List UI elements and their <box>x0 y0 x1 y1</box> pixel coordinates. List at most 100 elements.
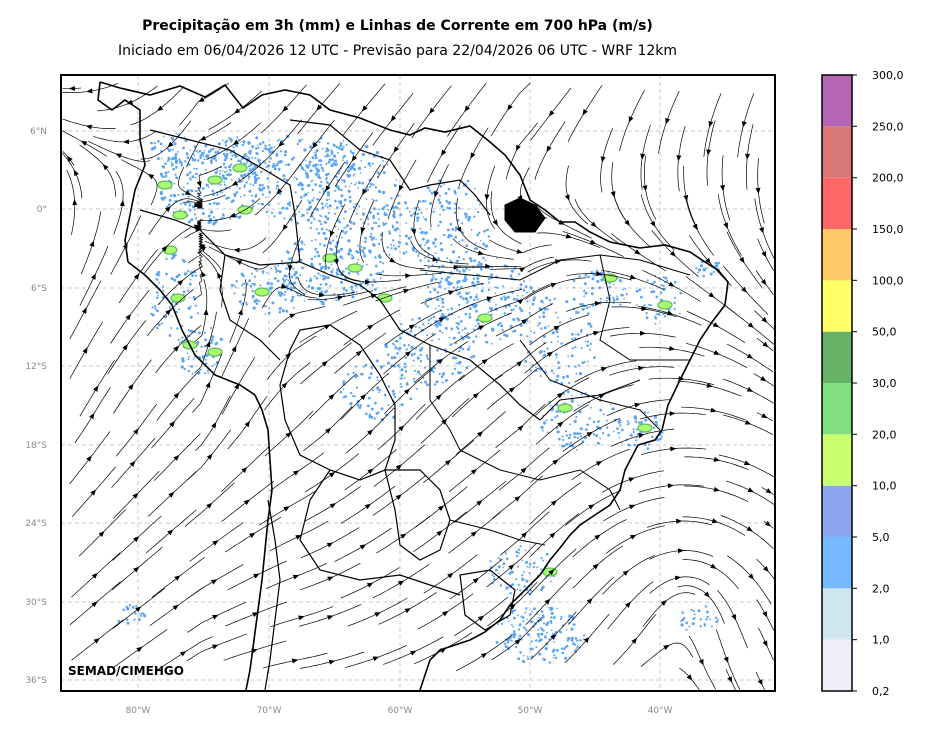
rain-cell <box>315 198 319 201</box>
rain-cell <box>181 357 185 361</box>
rain-cell <box>278 138 281 141</box>
rain-cell <box>340 147 344 151</box>
rain-cell <box>207 184 210 187</box>
rain-cell <box>301 138 304 141</box>
rain-cell <box>178 308 181 311</box>
rain-cell <box>282 174 286 178</box>
rain-cell <box>187 329 191 332</box>
rain-cell <box>351 151 355 155</box>
colorbar-bin <box>822 280 852 332</box>
rain-cell <box>189 149 191 151</box>
rain-cell <box>265 196 268 198</box>
rain-cell <box>325 198 329 202</box>
rain-cell <box>188 282 192 286</box>
rain-cell <box>157 271 161 274</box>
rain-cell <box>322 231 326 235</box>
rain-cell <box>336 184 339 187</box>
rain-cell <box>206 369 209 372</box>
rain-cell <box>362 265 364 268</box>
rain-cell <box>207 150 211 154</box>
rain-cell <box>264 305 267 308</box>
rain-cell <box>343 198 347 202</box>
rain-cell <box>275 153 279 157</box>
rain-cell <box>261 202 265 206</box>
rain-cell <box>157 323 161 327</box>
rain-cell <box>383 171 386 175</box>
rain-cell <box>270 146 273 150</box>
rain-cell <box>353 173 356 176</box>
rain-cell <box>300 240 304 244</box>
colorbar-boxes <box>822 75 852 691</box>
rain-cell <box>196 312 200 315</box>
rain-cell <box>159 191 163 196</box>
rain-cell <box>315 228 318 231</box>
map-subtitle: Iniciado em 06/04/2026 12 UTC - Previsão… <box>117 43 678 59</box>
rain-cell <box>183 186 185 189</box>
rain-cell <box>473 259 477 263</box>
rain-cell <box>170 277 174 281</box>
rain-cell <box>257 300 261 303</box>
rain-cell <box>294 241 298 246</box>
rain-cell <box>465 267 468 270</box>
rain-cell <box>325 173 328 177</box>
rain-cell <box>337 146 341 149</box>
rain-cell <box>200 345 203 348</box>
rain-cell <box>178 158 181 161</box>
rain-cell <box>347 169 350 173</box>
rain-cell <box>347 252 351 256</box>
rain-cell <box>458 240 461 243</box>
rain-cell <box>273 146 276 148</box>
rain-cell <box>355 182 358 184</box>
rain-cell <box>226 170 228 173</box>
rain-cell <box>342 157 344 159</box>
rain-cell <box>247 178 250 181</box>
rain-cell <box>243 185 246 188</box>
rain-cell <box>247 175 251 178</box>
rain-cell <box>335 242 338 245</box>
rain-cell <box>243 184 246 187</box>
rain-cell <box>193 270 196 274</box>
rain-cell <box>172 253 176 258</box>
rain-cell <box>160 196 164 200</box>
colorbar-bin <box>822 331 852 383</box>
rain-cell <box>311 215 314 218</box>
rain-cell <box>307 208 311 211</box>
rain-cell <box>176 327 179 330</box>
rain-cell <box>219 337 223 341</box>
rain-cell <box>302 248 305 251</box>
rain-cell <box>234 286 237 288</box>
rain-cell <box>285 267 288 270</box>
rain-cell <box>262 186 265 190</box>
rain-cell <box>321 187 324 190</box>
rain-cell <box>293 281 297 285</box>
rain-cell <box>321 302 325 306</box>
rain-cell <box>161 176 164 179</box>
rain-cell <box>356 244 359 247</box>
colorbar-bin <box>822 588 852 640</box>
rain-cell <box>269 170 273 173</box>
rain-cell <box>209 217 212 221</box>
rain-cell <box>328 241 332 245</box>
rain-cell <box>322 277 326 281</box>
rain-cell <box>186 173 190 177</box>
rain-cell <box>207 371 210 374</box>
rain-cell <box>316 290 319 293</box>
rain-cell <box>325 178 328 181</box>
rain-cell <box>349 227 353 230</box>
rain-cell <box>312 196 315 199</box>
rain-cell <box>386 163 389 166</box>
rain-cell <box>250 194 253 197</box>
rain-cell <box>449 259 452 262</box>
rain-cell <box>320 223 323 226</box>
rain-cell <box>268 307 271 310</box>
rain-cell <box>350 182 353 185</box>
rain-cell <box>212 147 215 151</box>
rain-cell <box>306 209 308 211</box>
colorbar-tick-label: 5,0 <box>872 531 890 544</box>
rain-cell <box>264 313 267 316</box>
rain-cell <box>214 171 218 175</box>
rain-cell <box>272 162 275 165</box>
rain-cell <box>181 258 184 261</box>
rain-cell <box>271 301 275 305</box>
rain-cell <box>285 278 288 281</box>
